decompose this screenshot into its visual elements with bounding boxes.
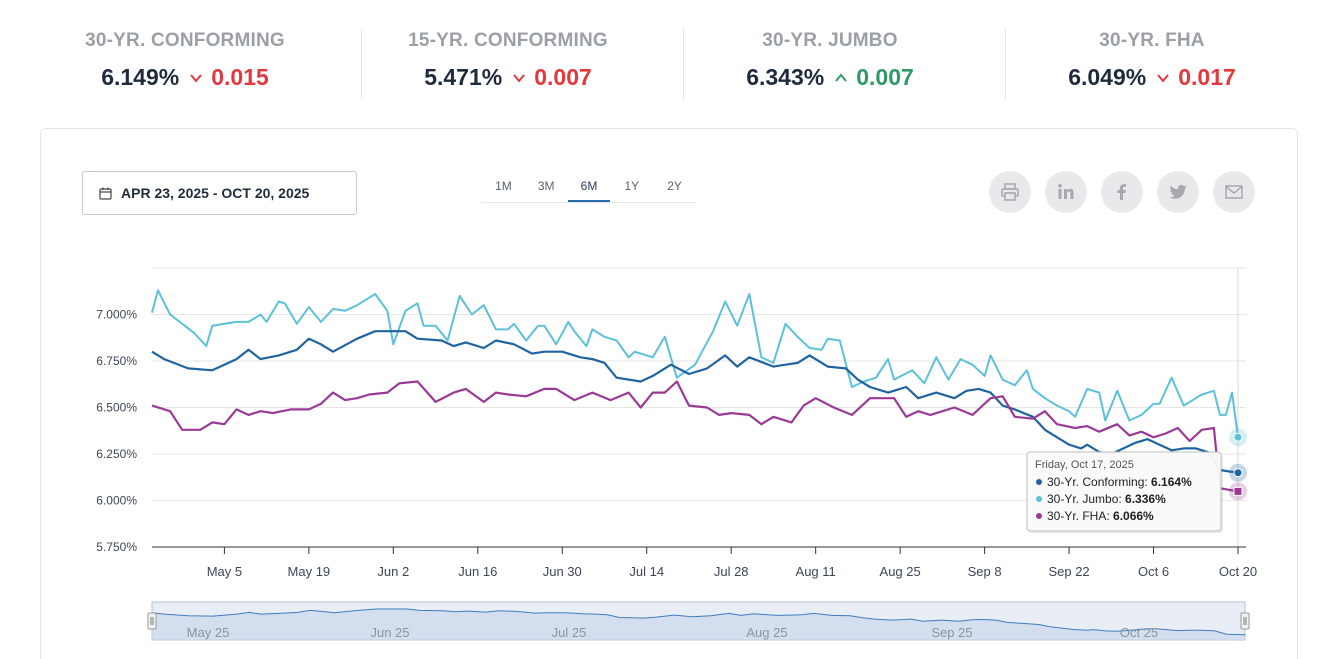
ticker-change-value: 0.015 xyxy=(211,64,269,90)
ticker-change: 0.017 xyxy=(1156,64,1236,91)
chevron-down-icon xyxy=(513,73,525,83)
email-share-button[interactable] xyxy=(1213,171,1255,213)
ticker-name: 15-YR. CONFORMING xyxy=(408,30,608,51)
chevron-down-icon xyxy=(1157,73,1169,83)
ticker-30yr-jumbo: 30-YR. JUMBO 6.343% 0.007 xyxy=(669,30,991,91)
ticker-change-value: 0.007 xyxy=(534,64,592,90)
ticker-change: 0.015 xyxy=(189,64,269,91)
navigator-handle-right[interactable] xyxy=(1240,612,1250,630)
calendar-icon xyxy=(99,187,112,200)
ticker-divider xyxy=(683,28,684,100)
chevron-down-icon xyxy=(190,73,202,83)
ticker-divider xyxy=(1005,28,1006,100)
twitter-share-button[interactable] xyxy=(1157,171,1199,213)
email-icon xyxy=(1225,185,1243,199)
linkedin-share-button[interactable] xyxy=(1045,171,1087,213)
ticker-rate: 6.049% xyxy=(1068,64,1147,90)
tab-2y[interactable]: 2Y xyxy=(667,179,682,193)
tab-1m[interactable]: 1M xyxy=(495,179,512,193)
ticker-divider xyxy=(361,28,362,100)
range-tabs: 1M 3M 6M 1Y 2Y xyxy=(482,173,696,203)
ticker-name: 30-YR. FHA xyxy=(1099,30,1205,51)
print-button[interactable] xyxy=(989,171,1031,213)
ticker-15yr-conforming: 15-YR. CONFORMING 5.471% 0.007 xyxy=(347,30,669,91)
ticker-name: 30-YR. JUMBO xyxy=(762,30,898,51)
twitter-icon xyxy=(1169,184,1187,199)
facebook-share-button[interactable] xyxy=(1101,171,1143,213)
tab-1y[interactable]: 1Y xyxy=(624,179,640,193)
date-range-text: APR 23, 2025 - OCT 20, 2025 xyxy=(121,185,310,201)
linkedin-icon xyxy=(1058,184,1074,199)
ticker-change-value: 0.007 xyxy=(856,64,914,90)
ticker-change: 0.007 xyxy=(834,64,914,91)
ticker-30yr-fha: 30-YR. FHA 6.049% 0.017 xyxy=(991,30,1313,91)
ticker-30yr-conforming: 30-YR. CONFORMING 6.149% 0.015 xyxy=(24,30,346,91)
ticker-change: 0.007 xyxy=(512,64,592,91)
ticker-name: 30-YR. CONFORMING xyxy=(85,30,285,51)
ticker-rate: 6.149% xyxy=(101,64,180,90)
printer-icon xyxy=(1001,183,1019,201)
facebook-icon xyxy=(1117,184,1127,200)
ticker-change-value: 0.017 xyxy=(1178,64,1236,90)
tab-6m[interactable]: 6M xyxy=(567,173,611,202)
navigator-handle-left[interactable] xyxy=(147,612,157,630)
chevron-up-icon xyxy=(835,72,847,82)
rate-ticker: 30-YR. CONFORMING 6.149% 0.015 15-YR. CO… xyxy=(0,0,1331,110)
date-range-picker[interactable]: APR 23, 2025 - OCT 20, 2025 xyxy=(82,171,357,215)
ticker-rate: 5.471% xyxy=(424,64,503,90)
tab-3m[interactable]: 3M xyxy=(537,179,555,193)
ticker-rate: 6.343% xyxy=(746,64,825,90)
